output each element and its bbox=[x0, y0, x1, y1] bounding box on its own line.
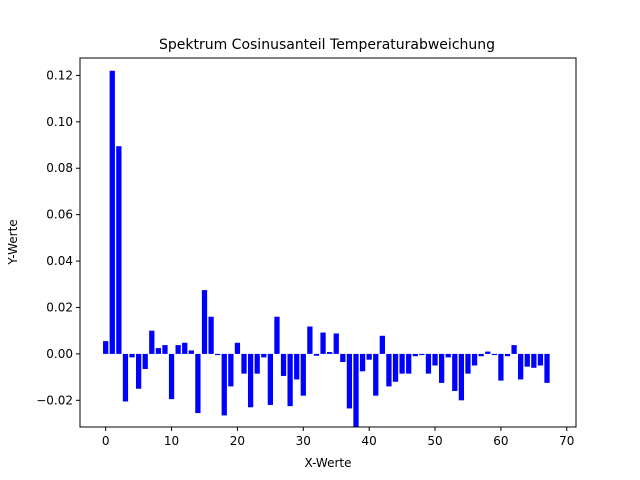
bar bbox=[544, 353, 550, 383]
bar bbox=[425, 353, 432, 374]
bar bbox=[182, 342, 188, 354]
bar bbox=[471, 353, 478, 366]
bar bbox=[109, 70, 115, 354]
bar bbox=[458, 353, 465, 401]
bar bbox=[215, 353, 221, 356]
x-tick-label: 0 bbox=[102, 434, 110, 448]
bar bbox=[274, 316, 280, 354]
x-axis-label: X-Werte bbox=[304, 456, 351, 470]
y-tick-label: 0.00 bbox=[46, 347, 73, 361]
bar bbox=[504, 353, 511, 357]
bar bbox=[135, 353, 142, 389]
bar bbox=[234, 342, 241, 354]
x-axis-ticks: 0 10 20 30 40 50 60 70 bbox=[102, 427, 574, 448]
bar bbox=[518, 353, 524, 380]
bar bbox=[307, 326, 313, 354]
bar bbox=[406, 353, 412, 374]
bar bbox=[511, 345, 517, 354]
bar bbox=[241, 353, 247, 374]
x-tick-label: 60 bbox=[493, 434, 508, 448]
y-tick-label: 0.04 bbox=[46, 254, 73, 268]
bar bbox=[287, 353, 293, 407]
bar bbox=[201, 290, 208, 354]
bar bbox=[247, 353, 254, 408]
bar bbox=[392, 353, 399, 382]
bar bbox=[333, 333, 339, 354]
bar bbox=[267, 353, 273, 405]
bar bbox=[524, 353, 530, 367]
y-tick-label: 0.02 bbox=[46, 300, 73, 314]
bar bbox=[498, 353, 504, 381]
bar bbox=[465, 353, 471, 374]
bars-group bbox=[103, 70, 550, 427]
bar bbox=[432, 353, 438, 366]
bar bbox=[491, 353, 497, 356]
y-axis-label: Y-Werte bbox=[6, 219, 20, 265]
bar bbox=[280, 353, 287, 376]
bar bbox=[353, 353, 359, 427]
plot-frame bbox=[79, 57, 577, 428]
y-tick-label: 0.12 bbox=[46, 68, 73, 82]
y-tick-label: 0.08 bbox=[46, 161, 73, 175]
bar bbox=[208, 316, 214, 354]
bar bbox=[294, 353, 300, 380]
bar bbox=[254, 353, 260, 374]
chart-title: Spektrum Cosinusanteil Temperaturabweich… bbox=[159, 37, 495, 53]
bar bbox=[373, 353, 379, 396]
bar bbox=[438, 353, 445, 383]
bar bbox=[346, 353, 353, 409]
y-tick-label: 0.06 bbox=[46, 208, 73, 222]
bar bbox=[116, 146, 122, 354]
bar bbox=[155, 348, 162, 354]
x-tick-label: 40 bbox=[362, 434, 377, 448]
bar bbox=[412, 353, 418, 357]
bar bbox=[485, 351, 491, 354]
bar bbox=[366, 353, 372, 360]
x-tick-label: 70 bbox=[559, 434, 574, 448]
bar bbox=[452, 353, 458, 392]
bar bbox=[261, 353, 267, 358]
x-tick-label: 50 bbox=[427, 434, 442, 448]
bar bbox=[122, 353, 129, 402]
bar bbox=[228, 353, 234, 387]
bar bbox=[327, 352, 333, 354]
bar bbox=[142, 353, 148, 369]
bar bbox=[175, 345, 181, 354]
x-tick-label: 30 bbox=[296, 434, 311, 448]
bar bbox=[149, 330, 155, 354]
bar bbox=[221, 353, 227, 416]
bar bbox=[537, 353, 544, 366]
bar bbox=[340, 353, 346, 363]
x-tick-label: 20 bbox=[230, 434, 245, 448]
bar bbox=[379, 335, 385, 354]
bar bbox=[445, 353, 451, 358]
bar bbox=[531, 353, 537, 368]
bar bbox=[103, 341, 109, 354]
y-tick-label: 0.10 bbox=[46, 115, 73, 129]
x-tick-label: 10 bbox=[164, 434, 179, 448]
y-axis-ticks: −0.02 0.00 0.02 0.04 0.06 0.08 0.10 0.12 bbox=[36, 68, 80, 407]
bar bbox=[313, 353, 320, 356]
bar bbox=[359, 353, 366, 372]
bar bbox=[162, 345, 168, 354]
bar bbox=[129, 353, 135, 358]
bar bbox=[386, 353, 392, 387]
bar bbox=[320, 332, 326, 354]
bar bbox=[188, 350, 194, 354]
bar bbox=[195, 353, 201, 414]
bar bbox=[478, 353, 484, 357]
bar bbox=[300, 353, 306, 396]
bar bbox=[168, 353, 175, 400]
y-tick-label: −0.02 bbox=[36, 393, 73, 407]
bar bbox=[419, 353, 425, 356]
bar bbox=[399, 353, 405, 374]
